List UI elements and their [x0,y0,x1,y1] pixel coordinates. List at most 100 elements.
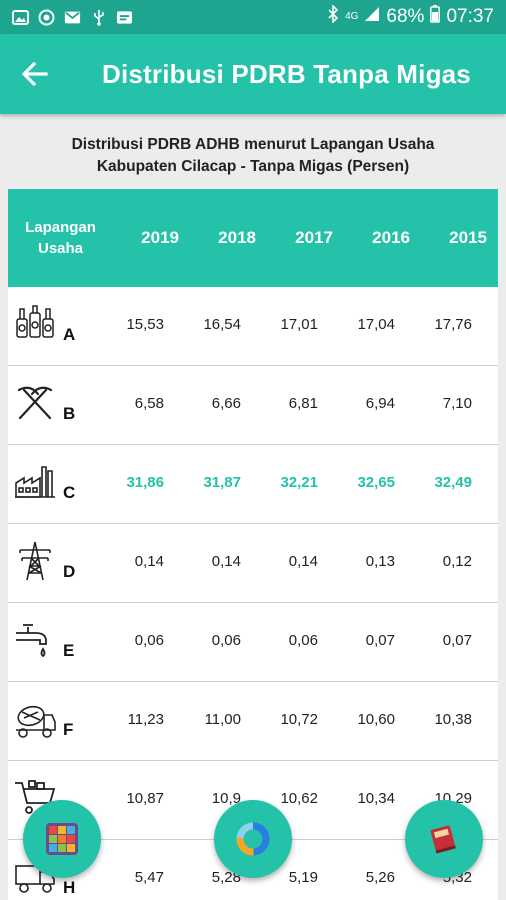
value-cell: 6,66 [211,394,241,412]
category-code: B [63,404,76,423]
agriculture-icon [16,305,54,338]
header-year: 2017 [295,228,333,247]
tiles-menu-icon [46,823,78,855]
mining-pickaxe-icon [17,386,53,420]
value-cell: 32,21 [280,473,318,491]
value-cell: 16,54 [203,315,241,333]
network-type: 4G [345,11,359,22]
header-lapangan-usaha: Lapangan Usaha [8,217,113,259]
value-cell: 0,14 [288,552,318,570]
category-cell: H [8,840,113,900]
header-year: 2015 [449,228,487,247]
table-row[interactable]: E 0,06 0,06 0,06 0,07 0,07 [8,603,498,682]
category-cell: B [8,366,113,444]
table-title: Distribusi PDRB ADHB menurut Lapangan Us… [0,134,506,178]
value-cell: 10,38 [434,710,472,728]
value-cell: 6,81 [288,394,318,412]
table-header: Lapangan Usaha 2019 2018 2017 2016 2015 [8,189,498,287]
cement-mixer-icon [16,705,56,738]
target-notification-icon [38,9,55,26]
category-cell: A [8,287,113,365]
value-cell: 0,14 [211,552,241,570]
value-cell: 15,53 [126,315,164,333]
value-cell: 11,23 [127,710,164,728]
value-cell: 31,86 [126,473,164,491]
value-cell: 10,34 [357,789,395,807]
header-year: 2018 [218,228,256,247]
electricity-tower-icon [19,541,51,581]
image-notification-icon [12,9,29,26]
header-label-line2: Usaha [37,240,84,257]
category-code: E [63,641,75,660]
value-cell: 10,87 [126,789,164,807]
value-cell: 31,87 [203,473,241,491]
message-notification-icon [116,9,133,26]
value-cell: 5,19 [288,868,318,886]
battery-icon [430,5,441,29]
value-cell: 7,10 [442,394,472,412]
value-cell: 10,60 [357,710,395,728]
value-cell: 17,76 [434,315,472,333]
app-bar: Distribusi PDRB Tanpa Migas [0,34,506,114]
table-title-line1: Distribusi PDRB ADHB menurut Lapangan Us… [71,136,435,153]
category-code: H [63,878,76,897]
clock: 07:37 [446,6,494,27]
table-row[interactable]: F 11,23 11,00 10,72 10,60 10,38 [8,682,498,761]
table-row[interactable]: H 5,47 5,28 5,19 5,26 5,32 [8,840,498,900]
value-cell: 0,14 [134,552,164,570]
book-fab-button[interactable] [405,800,483,878]
value-cell: 17,01 [280,315,318,333]
header-year: 2016 [372,228,410,247]
notification-icons [12,9,133,26]
value-cell: 11,00 [204,710,241,728]
table-row[interactable]: C 31,86 31,87 32,21 32,65 32,49 [8,445,498,524]
table-row[interactable]: A 15,53 16,54 17,01 17,04 17,76 [8,287,498,366]
menu-fab-button[interactable] [23,800,101,878]
value-cell: 0,06 [211,631,241,649]
category-cell: E [8,603,113,681]
status-bar: 4G 68% 07:37 [0,0,506,34]
value-cell: 5,47 [134,868,164,886]
category-code: A [63,325,76,344]
value-cell: 10,9 [211,789,241,807]
header-label-line1: Lapangan [25,219,96,236]
table-title-line2: Kabupaten Cilacap - Tanpa Migas (Persen) [96,158,410,175]
value-cell: 10,62 [280,789,318,807]
category-cell: D [8,524,113,602]
battery-level: 68% [386,6,425,27]
value-cell: 10,72 [280,710,318,728]
value-cell: 0,07 [365,631,395,649]
value-cell: 0,06 [288,631,318,649]
table-row[interactable]: B 6,58 6,66 6,81 6,94 7,10 [8,366,498,445]
value-cell: 0,12 [442,552,472,570]
value-cell: 32,65 [357,473,395,491]
value-cell: 5,26 [365,868,395,886]
arrow-left-icon [22,61,48,87]
category-code: C [63,483,76,502]
chart-fab-button[interactable] [214,800,292,878]
value-cell: 0,06 [134,631,164,649]
signal-icon [364,6,380,28]
book-icon [430,825,456,854]
usb-icon [90,9,107,26]
back-button[interactable] [0,34,70,114]
factory-icon [15,466,55,498]
bluetooth-icon [327,4,339,29]
category-cell: C [8,445,113,523]
value-cell: 32,49 [434,473,472,491]
category-code: D [63,562,76,581]
data-table[interactable]: Lapangan Usaha 2019 2018 2017 2016 2015 … [8,189,498,900]
value-cell: 6,94 [365,394,395,412]
page-title: Distribusi PDRB Tanpa Migas [102,58,471,89]
table-row[interactable]: D 0,14 0,14 0,14 0,13 0,12 [8,524,498,603]
value-cell: 17,04 [357,315,395,333]
main-content: Distribusi PDRB ADHB menurut Lapangan Us… [0,114,506,900]
system-status: 4G 68% 07:37 [327,4,494,29]
value-cell: 6,58 [134,394,164,412]
water-tap-icon [16,624,47,658]
mail-notification-icon [64,9,81,26]
donut-chart-icon [236,822,270,856]
value-cell: 0,07 [442,631,472,649]
header-year: 2019 [141,228,179,247]
category-code: F [63,720,74,739]
